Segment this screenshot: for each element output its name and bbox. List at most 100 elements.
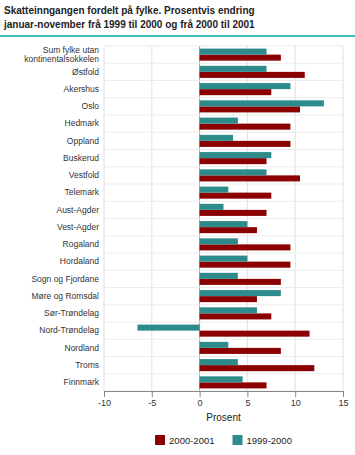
bar xyxy=(200,307,257,313)
row-separator xyxy=(104,132,343,133)
tick-label: Vestfold xyxy=(69,170,100,180)
tick-label: Telemark xyxy=(65,187,100,197)
row-separator xyxy=(104,304,343,305)
title: Skatteinngangen fordelt på fylke. Prosen… xyxy=(4,5,255,16)
tick-label: Oppland xyxy=(67,136,99,146)
bar xyxy=(200,158,267,164)
bar xyxy=(200,256,248,262)
row-separator xyxy=(104,235,343,236)
bar-series xyxy=(137,49,323,383)
bar xyxy=(200,66,267,72)
bar xyxy=(200,359,238,365)
bar xyxy=(200,210,267,216)
row-separator xyxy=(104,149,343,150)
tick-label: Buskerud xyxy=(63,153,99,163)
tick-label: Troms xyxy=(75,360,99,370)
bar xyxy=(200,365,315,371)
row-separator xyxy=(104,115,343,116)
x-axis: -10 -5 0 5 10 15 xyxy=(98,391,349,408)
tick: Vestfold xyxy=(69,170,104,180)
bar xyxy=(200,106,300,112)
row-separator xyxy=(104,322,343,323)
tick-label: Hordaland xyxy=(60,256,99,266)
tick: Østfold xyxy=(72,67,104,77)
tick-label: 10 xyxy=(291,398,301,408)
tick-label: Finnmark xyxy=(64,377,100,387)
tick-mark xyxy=(200,391,201,397)
bar xyxy=(200,193,272,199)
tick-mark xyxy=(295,391,296,397)
tick: Nord-Trøndelag xyxy=(39,325,104,335)
bar xyxy=(200,290,281,296)
bar xyxy=(200,169,267,175)
bar xyxy=(200,141,291,147)
tick: Oslo xyxy=(82,101,104,111)
tick-label: 5 xyxy=(245,398,250,408)
axis-line xyxy=(104,47,105,392)
bar xyxy=(200,72,305,78)
grid xyxy=(104,46,343,391)
plot: -10 -5 0 5 10 15 Sum fylke utankontinentalsokk… xyxy=(24,45,348,423)
tick: Aust-Agder xyxy=(56,205,104,215)
tick: 0 xyxy=(198,391,203,408)
bar xyxy=(200,204,224,210)
row-separator xyxy=(104,166,343,167)
tick-label: Akershus xyxy=(64,84,99,94)
bar xyxy=(137,325,199,331)
tick: 15 xyxy=(338,391,348,408)
bar xyxy=(200,331,310,337)
bar xyxy=(200,342,229,348)
tick-label: Rogaland xyxy=(63,239,100,249)
tick-mark xyxy=(247,391,248,397)
tick-label: Møre og Romsdal xyxy=(31,291,99,301)
tick: Oppland xyxy=(67,136,104,146)
tick: Finnmark xyxy=(64,377,104,387)
row-separator xyxy=(104,356,343,357)
tick-label: Nordland xyxy=(65,343,100,353)
bar xyxy=(200,83,291,89)
bar xyxy=(200,118,238,124)
row-separator xyxy=(104,80,343,81)
row-separator xyxy=(104,46,343,47)
legend-swatch xyxy=(233,435,243,445)
legend: 2000-2001 1999-2000 xyxy=(155,435,292,446)
tick: -10 xyxy=(98,391,111,408)
tick: 10 xyxy=(291,391,301,408)
tick-mark xyxy=(152,391,153,397)
bar xyxy=(200,348,281,354)
tick: Telemark xyxy=(65,187,104,197)
tick: -5 xyxy=(148,391,156,408)
legend-item: 2000-2001 xyxy=(155,435,214,446)
bar xyxy=(200,100,324,106)
bar xyxy=(200,89,272,95)
row-separators xyxy=(104,46,343,391)
tick: Hordaland xyxy=(60,256,104,266)
tick: Rogaland xyxy=(63,239,104,249)
tick-label: -5 xyxy=(148,398,156,408)
tick: Nordland xyxy=(65,343,105,353)
tick-mark xyxy=(104,391,105,397)
tick-label: Østfold xyxy=(72,67,99,77)
tick-label: Hedmark xyxy=(65,118,100,128)
bar xyxy=(200,187,229,193)
bar xyxy=(200,273,238,279)
bar xyxy=(200,55,281,61)
tick-label: Sør-Trøndelag xyxy=(44,308,99,318)
title-separator xyxy=(0,35,355,37)
tick-label: -10 xyxy=(98,398,111,408)
bar xyxy=(200,135,233,141)
bar xyxy=(200,238,238,244)
x-axis-title: Prosent xyxy=(206,412,241,423)
legend-item: 1999-2000 xyxy=(233,435,292,446)
bar xyxy=(200,376,243,382)
tick-label: Vest-Agder xyxy=(57,222,99,232)
tick-label: Sum fylke utankontinentalsokkelen xyxy=(24,45,99,64)
bar xyxy=(200,296,257,302)
legend-label: 2000-2001 xyxy=(169,435,214,446)
tick: Akershus xyxy=(64,84,104,94)
bar xyxy=(200,221,248,227)
tick: 5 xyxy=(245,391,250,408)
tick-label: Aust-Agder xyxy=(56,205,99,215)
tick: Hedmark xyxy=(65,118,104,128)
bars xyxy=(137,49,323,389)
